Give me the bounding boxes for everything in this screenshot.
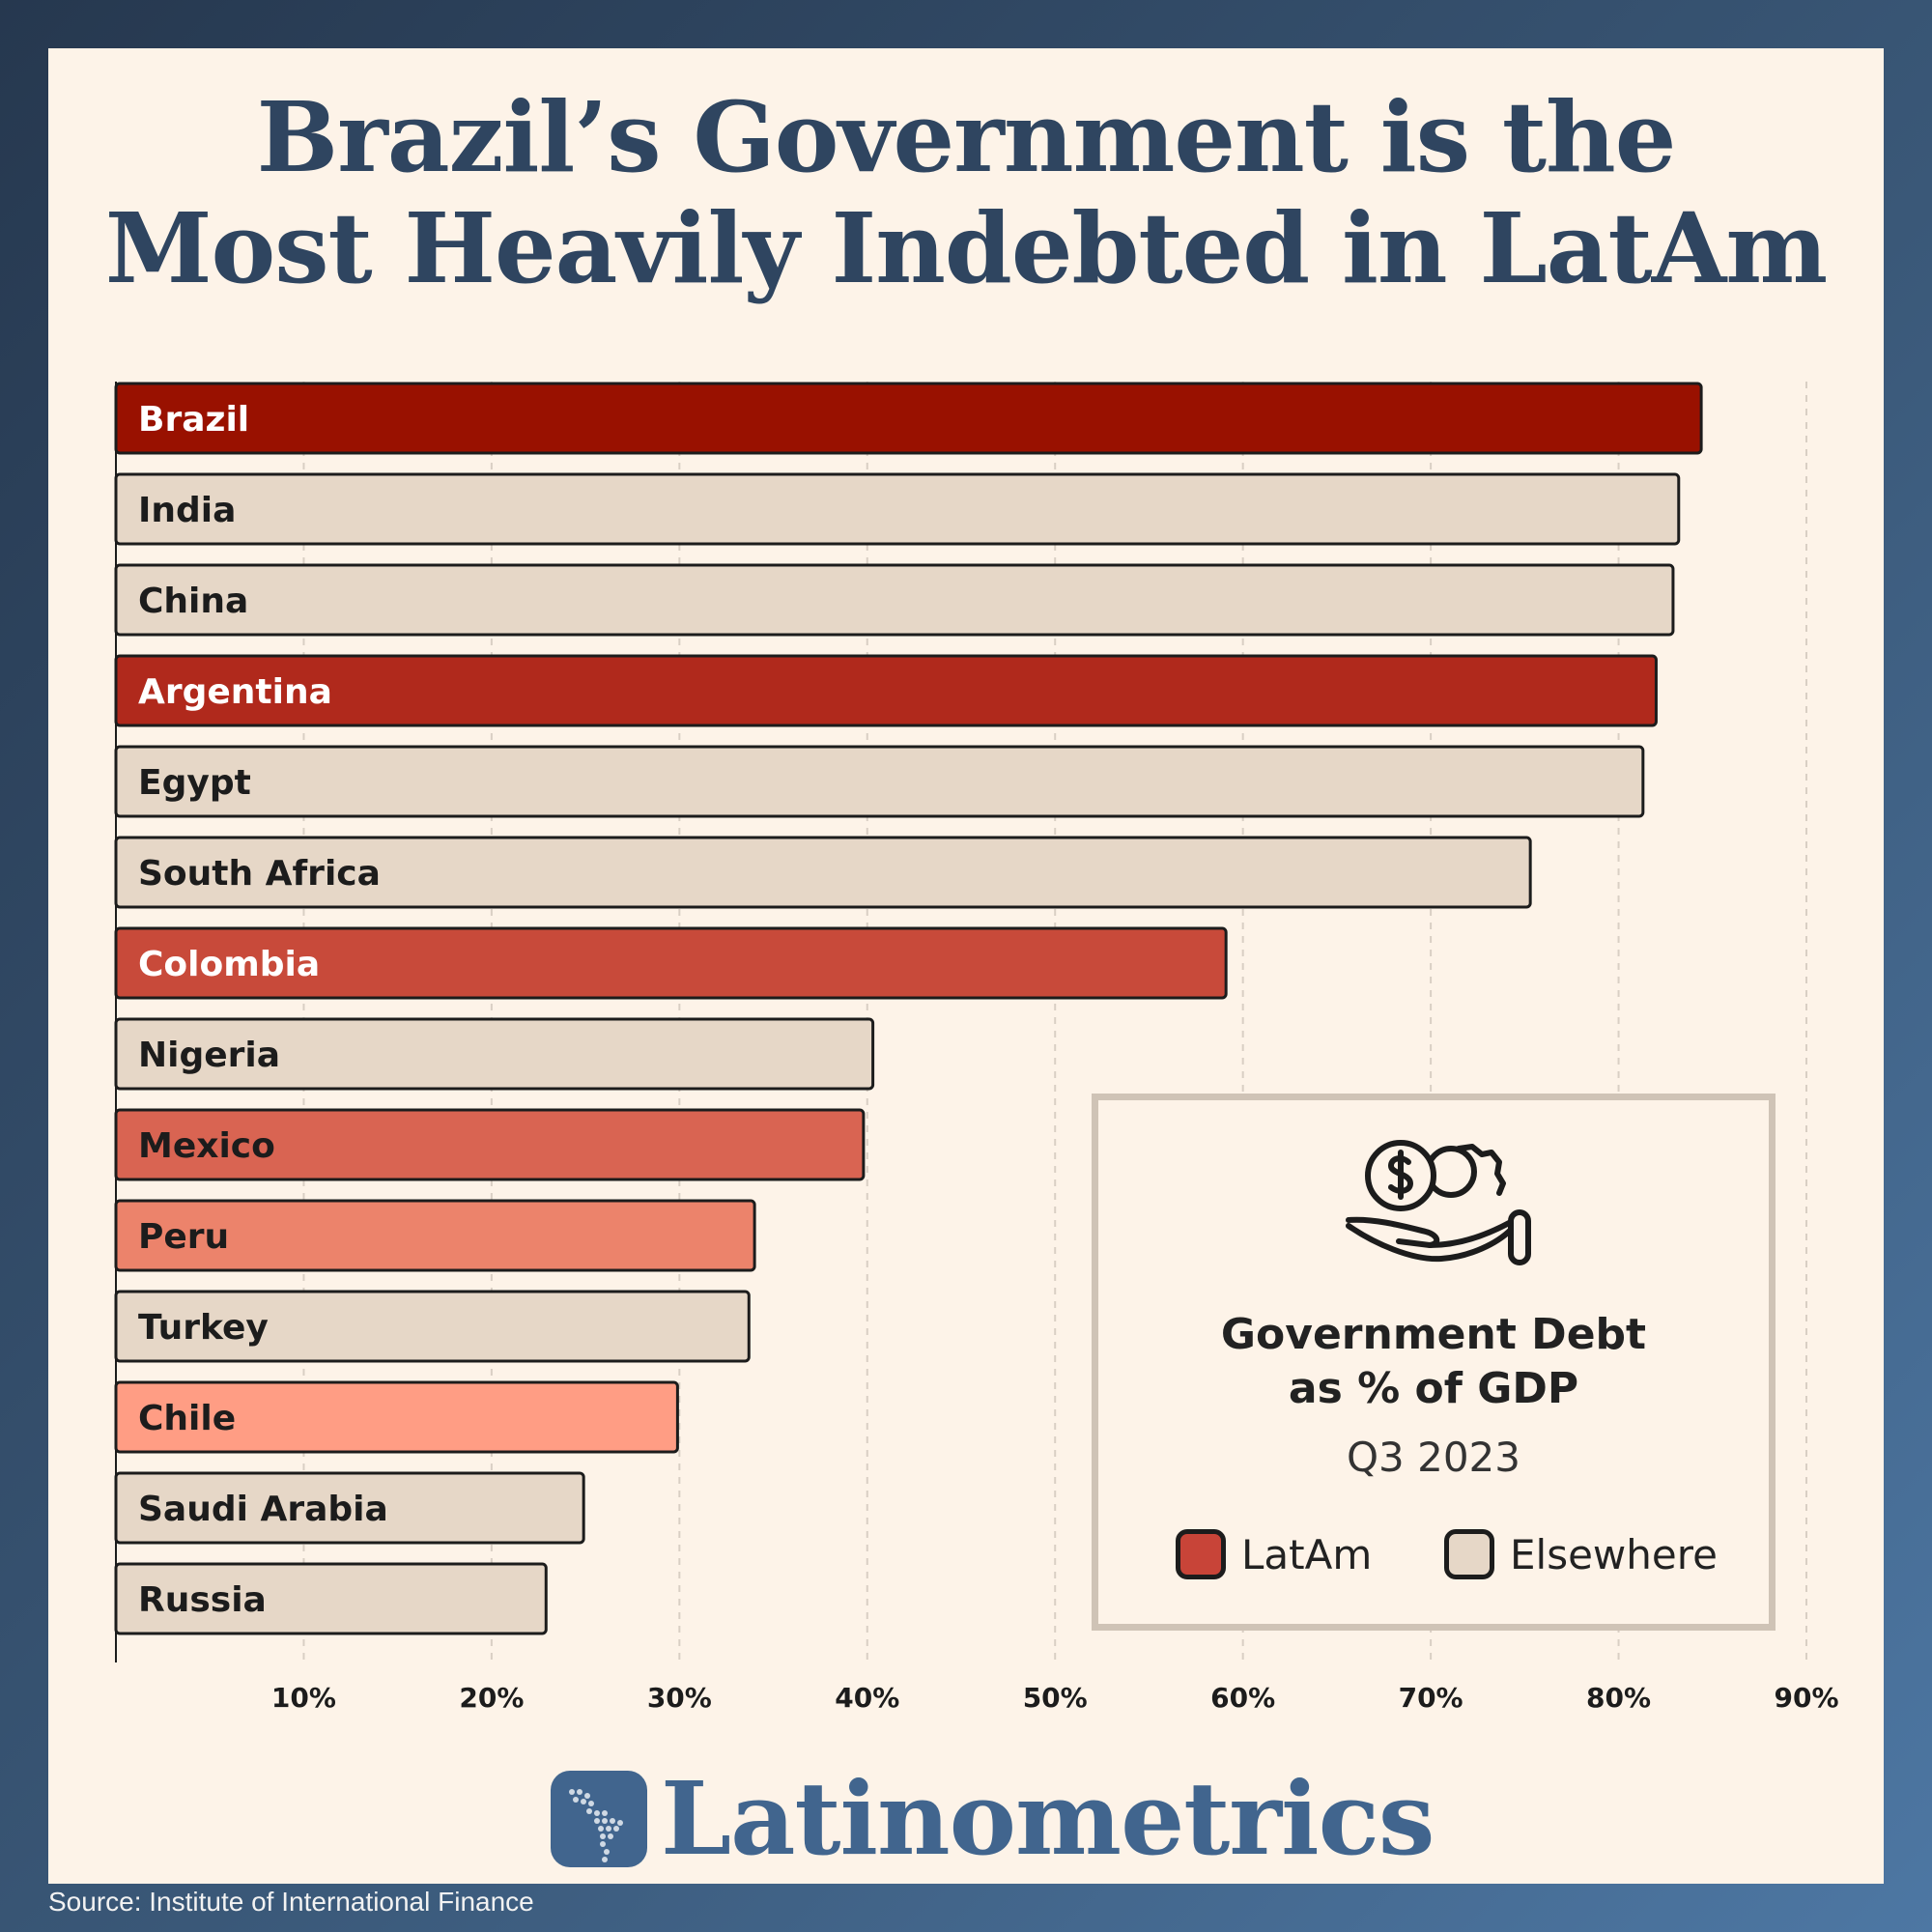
bar-label: China	[138, 582, 248, 621]
x-tick-label: 60%	[1210, 1682, 1275, 1714]
legend-title-line-2: as % of GDP	[1288, 1364, 1579, 1413]
bar-label: Brazil	[138, 400, 249, 440]
chart-title: Brazil’s Government is the Most Heavily …	[0, 82, 1932, 304]
x-tick-label: 30%	[647, 1682, 712, 1714]
bar-label: Russia	[138, 1580, 267, 1620]
bar-label: Saudi Arabia	[138, 1490, 388, 1529]
bar-argentina	[114, 654, 1658, 727]
bar-label: Egypt	[138, 763, 251, 803]
bar-nigeria	[114, 1017, 875, 1091]
bar-label: Turkey	[138, 1308, 269, 1348]
money-hand-icon	[1346, 1140, 1531, 1265]
chart-title-line-2: Most Heavily Indebted in LatAm	[104, 191, 1828, 305]
bar-russia	[114, 1562, 548, 1635]
bar-turkey	[114, 1290, 751, 1363]
brand-logo: Latinometrics	[551, 1759, 1435, 1878]
legend: Government Debt as % of GDP Q3 2023 LatA…	[1092, 1094, 1776, 1631]
bar-label: India	[138, 491, 236, 530]
legend-item-latam: LatAm	[1176, 1525, 1372, 1583]
legend-swatch-latam	[1176, 1529, 1226, 1579]
legend-title-line-1: Government Debt	[1220, 1310, 1647, 1359]
bar-label: Nigeria	[138, 1036, 280, 1075]
bar-label: Mexico	[138, 1126, 275, 1166]
legend-title: Government Debt as % of GDP	[1098, 1308, 1769, 1416]
bar-chile	[114, 1380, 679, 1454]
legend-swatch-elsewhere	[1444, 1529, 1494, 1579]
legend-item-elsewhere: Elsewhere	[1444, 1525, 1718, 1583]
latam-map-icon	[551, 1771, 647, 1867]
x-tick-label: 80%	[1586, 1682, 1651, 1714]
x-tick-label: 40%	[835, 1682, 899, 1714]
bar-label: Chile	[138, 1399, 236, 1438]
bar-label: Argentina	[138, 672, 332, 712]
bar-mexico	[114, 1108, 866, 1181]
brand-name: Latinometrics	[661, 1759, 1435, 1878]
bar-label: Colombia	[138, 945, 320, 984]
x-tick-label: 70%	[1399, 1682, 1463, 1714]
bar-label: South Africa	[138, 854, 381, 894]
bar-peru	[114, 1199, 756, 1272]
bar-chart: 10% 20% 30% 40% 50% 60% 70% 80% 90% Brazil India Ch…	[114, 382, 1839, 1714]
bar-egypt	[114, 745, 1645, 818]
bar-saudi-arabia	[114, 1471, 585, 1545]
x-tick-label: 20%	[459, 1682, 524, 1714]
bar-india	[114, 472, 1681, 546]
bar-south-africa	[114, 836, 1532, 909]
bar-colombia	[114, 926, 1228, 1000]
bar-china	[114, 563, 1675, 637]
x-tick-label: 90%	[1774, 1682, 1838, 1714]
legend-period: Q3 2023	[1346, 1434, 1521, 1481]
bar-label: Peru	[138, 1217, 229, 1257]
legend-label-elsewhere: Elsewhere	[1510, 1530, 1718, 1578]
source-note: Source: Institute of International Finan…	[48, 1887, 534, 1917]
legend-label-latam: LatAm	[1241, 1530, 1373, 1578]
bar-brazil	[114, 382, 1703, 455]
chart-title-line-1: Brazil’s Government is the	[256, 80, 1677, 194]
x-tick-label: 10%	[271, 1682, 336, 1714]
x-tick-label: 50%	[1023, 1682, 1088, 1714]
